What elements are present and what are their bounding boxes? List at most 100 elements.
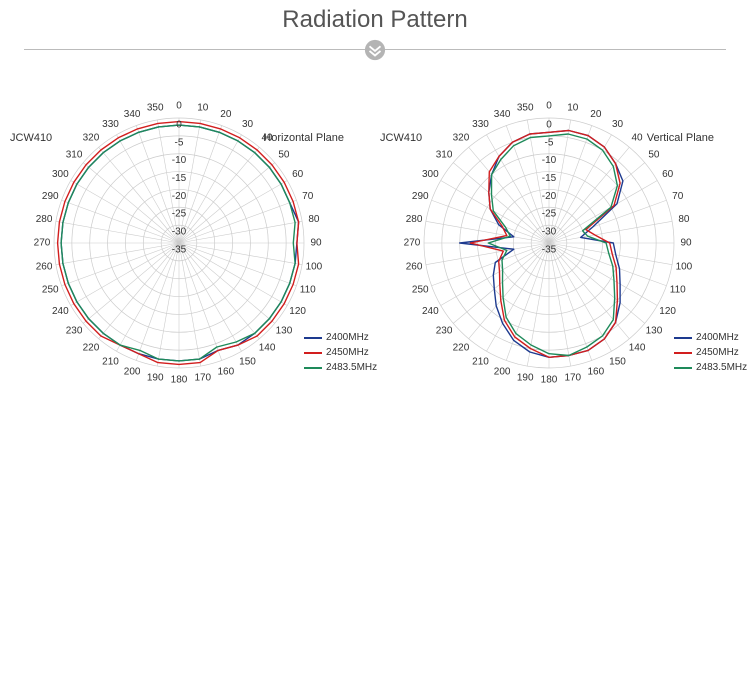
legend-label: 2450MHz (326, 345, 369, 360)
chevron-down-icon (364, 39, 386, 61)
legend-swatch (674, 337, 692, 339)
model-label-v: JCW410 (380, 132, 422, 144)
svg-text:-15: -15 (172, 173, 187, 184)
svg-text:-25: -25 (172, 209, 187, 220)
svg-text:0: 0 (176, 101, 182, 112)
model-label-h: JCW410 (10, 132, 52, 144)
svg-text:220: 220 (83, 343, 100, 354)
svg-text:120: 120 (659, 306, 676, 317)
legend-label: 2483.5MHz (696, 360, 747, 375)
svg-text:350: 350 (147, 103, 164, 114)
svg-text:230: 230 (436, 326, 453, 337)
svg-text:300: 300 (52, 169, 69, 180)
svg-text:180: 180 (171, 375, 188, 386)
svg-text:170: 170 (564, 373, 581, 384)
svg-text:140: 140 (629, 343, 646, 354)
svg-text:310: 310 (66, 150, 83, 161)
svg-text:-10: -10 (172, 155, 187, 166)
svg-text:250: 250 (412, 284, 429, 295)
svg-text:260: 260 (406, 261, 423, 272)
svg-text:190: 190 (517, 373, 534, 384)
svg-text:290: 290 (42, 191, 59, 202)
legend-label: 2450MHz (696, 345, 739, 360)
plane-label-h: Horizontal Plane (263, 132, 344, 144)
svg-text:170: 170 (194, 373, 211, 384)
svg-text:350: 350 (517, 103, 534, 114)
svg-text:-30: -30 (172, 227, 187, 238)
svg-text:240: 240 (422, 306, 439, 317)
svg-text:210: 210 (472, 356, 489, 367)
svg-text:20: 20 (590, 109, 602, 120)
svg-text:10: 10 (197, 103, 209, 114)
svg-text:70: 70 (672, 191, 684, 202)
charts-row: JCW410 Horizontal Plane 0102030405060708… (0, 78, 750, 408)
svg-text:340: 340 (494, 109, 511, 120)
legend-h: 2400MHz 2450MHz 2483.5MHz (304, 330, 377, 375)
svg-text:-35: -35 (172, 244, 187, 255)
svg-text:0: 0 (176, 119, 182, 130)
svg-text:20: 20 (220, 109, 232, 120)
plane-label-v: Vertical Plane (647, 132, 714, 144)
page-title: Radiation Pattern (0, 6, 750, 34)
svg-text:220: 220 (453, 343, 470, 354)
svg-text:270: 270 (404, 238, 421, 249)
svg-text:90: 90 (310, 238, 322, 249)
svg-text:0: 0 (546, 119, 552, 130)
svg-text:250: 250 (42, 284, 59, 295)
svg-text:120: 120 (289, 306, 306, 317)
svg-text:-25: -25 (542, 209, 557, 220)
legend-swatch (674, 367, 692, 369)
svg-text:340: 340 (124, 109, 141, 120)
legend-swatch (304, 337, 322, 339)
svg-text:-20: -20 (172, 191, 187, 202)
legend-swatch (304, 352, 322, 354)
svg-text:280: 280 (406, 214, 423, 225)
svg-text:50: 50 (278, 150, 290, 161)
svg-text:130: 130 (276, 326, 293, 337)
chart-vertical: JCW410 Vertical Plane 0 10 20 30 40 5060 70 80 9… (374, 78, 744, 408)
svg-text:-20: -20 (542, 191, 557, 202)
section-divider (24, 40, 726, 60)
svg-text:160: 160 (218, 366, 235, 377)
svg-text:150: 150 (609, 356, 626, 367)
svg-text:140: 140 (259, 343, 276, 354)
svg-text:240: 240 (52, 306, 69, 317)
svg-text:70: 70 (302, 191, 314, 202)
svg-text:290: 290 (412, 191, 429, 202)
legend-v: 2400MHz 2450MHz 2483.5MHz (674, 330, 747, 375)
chart-horizontal: JCW410 Horizontal Plane 0102030405060708… (4, 78, 374, 408)
svg-text:40: 40 (631, 133, 643, 144)
svg-text:210: 210 (102, 356, 119, 367)
svg-text:260: 260 (36, 261, 53, 272)
svg-text:-15: -15 (542, 173, 557, 184)
svg-text:-5: -5 (175, 137, 184, 148)
svg-text:330: 330 (102, 119, 119, 130)
svg-text:150: 150 (239, 356, 256, 367)
svg-text:200: 200 (124, 366, 141, 377)
svg-text:50: 50 (648, 150, 660, 161)
legend-label: 2400MHz (696, 330, 739, 345)
svg-text:320: 320 (83, 133, 100, 144)
legend-label: 2400MHz (326, 330, 369, 345)
svg-text:-30: -30 (542, 227, 557, 238)
svg-text:200: 200 (494, 366, 511, 377)
svg-text:30: 30 (612, 119, 624, 130)
svg-text:10: 10 (567, 103, 579, 114)
svg-text:160: 160 (588, 366, 605, 377)
legend-swatch (304, 367, 322, 369)
svg-text:100: 100 (306, 261, 323, 272)
svg-text:80: 80 (678, 214, 690, 225)
svg-text:30: 30 (242, 119, 254, 130)
svg-text:330: 330 (472, 119, 489, 130)
svg-text:60: 60 (292, 169, 304, 180)
svg-text:-5: -5 (545, 137, 554, 148)
svg-text:190: 190 (147, 373, 164, 384)
svg-text:0: 0 (546, 101, 552, 112)
svg-text:110: 110 (300, 284, 316, 295)
svg-text:230: 230 (66, 326, 83, 337)
svg-text:180: 180 (541, 375, 558, 386)
legend-label: 2483.5MHz (326, 360, 377, 375)
svg-text:60: 60 (662, 169, 674, 180)
svg-text:90: 90 (680, 238, 692, 249)
svg-text:110: 110 (670, 284, 686, 295)
